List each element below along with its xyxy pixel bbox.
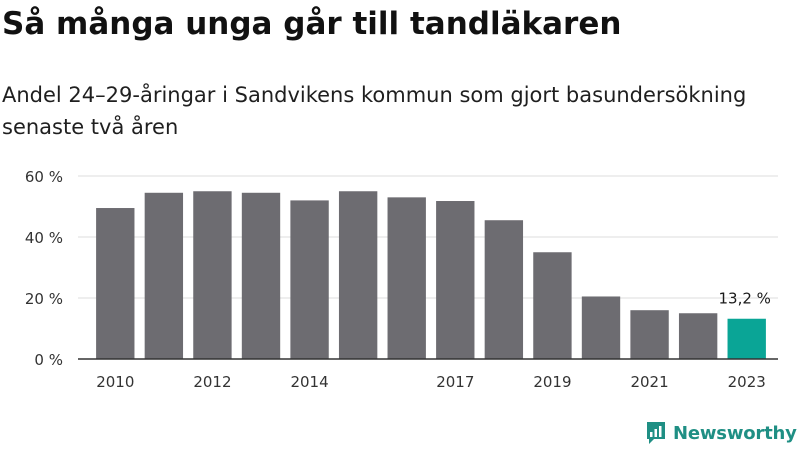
bar	[144, 192, 184, 359]
x-tick-label: 2021	[630, 373, 668, 391]
brand-name: Newsworthy	[673, 422, 797, 444]
bar	[338, 191, 378, 359]
data-label: 13,2 %	[719, 290, 771, 308]
bar	[96, 208, 135, 359]
bar	[387, 197, 426, 359]
bar	[678, 313, 718, 359]
brand-logo: Newsworthy	[645, 420, 797, 446]
x-tick-label: 2017	[436, 373, 474, 391]
chart-title: Så många unga går till tandläkaren	[2, 6, 622, 42]
x-tick-label: 2023	[728, 373, 766, 391]
bar	[581, 296, 621, 359]
bar	[533, 252, 572, 359]
bar	[630, 310, 669, 359]
bar	[484, 220, 524, 359]
x-tick-label: 2014	[290, 373, 328, 391]
x-tick-label: 2019	[533, 373, 571, 391]
bar	[436, 201, 475, 359]
newsworthy-logo-icon	[647, 422, 665, 444]
bar	[290, 200, 329, 359]
x-tick-label: 2012	[193, 373, 231, 391]
x-tick-label: 2010	[96, 373, 134, 391]
y-tick-label: 60 %	[25, 168, 63, 186]
y-tick-label: 0 %	[34, 351, 63, 369]
y-tick-label: 20 %	[25, 290, 63, 308]
chart-subtitle: Andel 24–29-åringar i Sandvikens kommun …	[2, 83, 747, 139]
bar-highlight	[727, 318, 766, 359]
bar	[241, 192, 281, 359]
bar	[193, 191, 232, 359]
y-tick-label: 40 %	[25, 229, 63, 247]
